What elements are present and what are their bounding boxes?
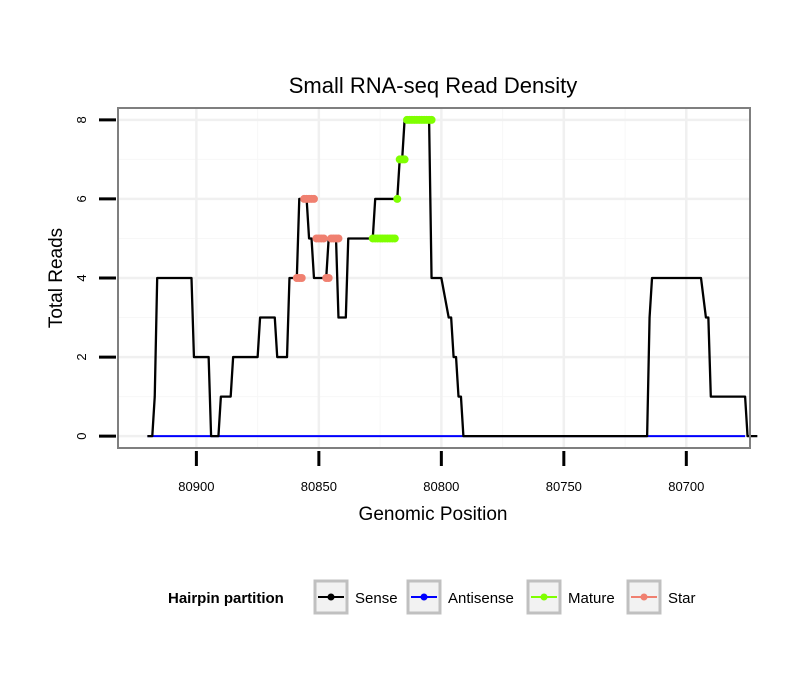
plot-panel (117, 107, 758, 449)
point-mature (390, 234, 399, 243)
legend-label-antisense: Antisense (448, 590, 514, 607)
legend-label-sense: Sense (355, 590, 398, 607)
point-mature (400, 155, 409, 164)
legend-title: Hairpin partition (168, 590, 284, 607)
point-star (319, 234, 328, 243)
x-tick-label: 80850 (301, 479, 337, 494)
series-lines (147, 115, 758, 438)
x-tick-label: 80750 (546, 479, 582, 494)
point-star (297, 274, 306, 282)
y-axis-title: Total Reads (46, 228, 67, 328)
legend: Hairpin partition Sense Antisense Mature St… (168, 579, 696, 615)
legend-label-mature: Mature (568, 590, 615, 607)
y-tick-label: 2 (74, 353, 89, 360)
y-tick-label: 0 (74, 433, 89, 440)
plot-panel-border (117, 107, 751, 449)
x-tick-label: 80700 (668, 479, 704, 494)
x-tick-label: 80900 (178, 479, 214, 494)
point-star (334, 234, 343, 243)
chart-title: Small RNA-seq Read Density (289, 73, 578, 98)
legend-point-sense (327, 593, 335, 601)
x-axis-title: Genomic Position (359, 504, 508, 525)
y-tick-label: 4 (74, 274, 89, 281)
y-tick-label: 8 (74, 116, 89, 123)
point-star (324, 274, 333, 282)
legend-point-mature (540, 593, 548, 601)
point-mature (427, 115, 436, 124)
point-star (309, 194, 318, 203)
legend-label-star: Star (668, 590, 696, 607)
legend-point-star (640, 593, 648, 601)
x-tick-label: 80800 (423, 479, 459, 494)
point-mature (393, 194, 402, 203)
legend-point-antisense (420, 593, 428, 601)
y-tick-label: 6 (74, 195, 89, 202)
x-axis: 80900 80850 80800 80750 80700 (178, 451, 704, 494)
y-axis: 0 2 4 6 8 (74, 116, 116, 440)
